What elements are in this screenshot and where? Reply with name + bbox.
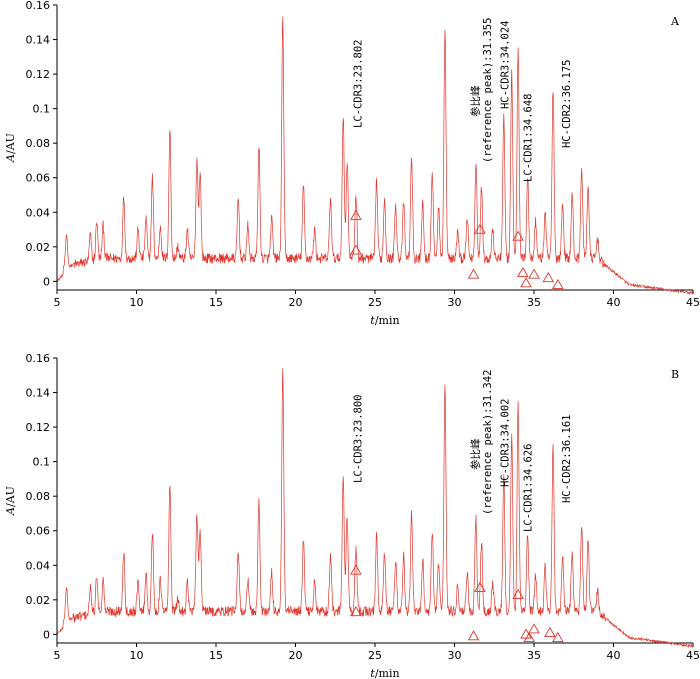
- x-tick-label: 45: [686, 296, 700, 309]
- peak-annotation: 参比峰: [469, 85, 482, 117]
- y-tick-label: 0.14: [26, 34, 51, 47]
- peak-marker-triangle: [467, 630, 480, 641]
- y-tick-label: 0: [43, 628, 50, 641]
- peak-marker-triangle: [517, 266, 529, 277]
- peak-marker-triangle: [350, 244, 362, 255]
- x-tick-label: 40: [607, 296, 621, 309]
- x-tick-label: 30: [448, 296, 462, 309]
- y-tick-label: 0.08: [26, 490, 51, 503]
- x-tick-label: 10: [130, 649, 144, 662]
- panel-letter: B: [671, 368, 679, 381]
- peak-annotation: LC-CDR1:34.648: [523, 93, 535, 182]
- peak-annotation: (reference peak):31.342: [482, 370, 494, 515]
- panel-letter: A: [670, 15, 680, 28]
- x-axis-title: t/min: [370, 314, 399, 327]
- y-tick-label: 0.04: [26, 559, 51, 572]
- peak-marker-triangle: [350, 564, 362, 575]
- y-tick-label: 0.14: [26, 387, 51, 400]
- peak-marker-triangle: [474, 223, 486, 234]
- peak-marker-triangle: [512, 588, 524, 599]
- y-tick-label: 0.08: [26, 137, 51, 150]
- peak-annotation: LC-CDR1:34.626: [523, 443, 535, 532]
- chart-panel-b: 0 0.02 0.04 0.06 0.08 0.1 0.12 0.14 0.16 5 10 15 20 2…: [4, 352, 700, 679]
- y-tick-label: 0.16: [26, 0, 51, 12]
- y-tick-label: 0.12: [26, 68, 51, 81]
- x-tick-label: 10: [130, 296, 144, 309]
- peak-annotation: HC-CDR3:34.024: [500, 20, 512, 109]
- peak-marker-triangle: [350, 209, 362, 220]
- y-tick-label: 0.04: [26, 206, 51, 219]
- peak-marker-triangle: [512, 230, 524, 241]
- y-tick-label: 0.12: [26, 421, 51, 434]
- x-tick-label: 5: [54, 296, 61, 309]
- y-tick-label: 0.16: [26, 352, 51, 365]
- peak-annotation: LC-CDR3:23.802: [352, 39, 364, 128]
- y-tick-label: 0.02: [26, 241, 51, 254]
- y-tick-label: 0.1: [33, 103, 51, 116]
- peak-marker-triangle: [467, 268, 480, 279]
- peak-annotation: HC-CDR2:36.175: [561, 59, 573, 148]
- chart-panel-a: 0 0.02 0.04 0.06 0.08 0.1 0.12 0.14 0.16 5 10 15 20 2…: [4, 0, 700, 327]
- chromatogram-trace: [56, 368, 694, 649]
- peak-annotation: 参比峰: [469, 438, 482, 470]
- x-tick-label: 20: [289, 649, 303, 662]
- peak-annotation: LC-CDR3:23.800: [352, 394, 364, 483]
- y-tick-label: 0.1: [33, 456, 51, 469]
- x-tick-label: 20: [289, 296, 303, 309]
- peak-marker-triangle: [544, 626, 556, 637]
- y-axis-title: A/AU: [4, 486, 17, 516]
- y-tick-label: 0.06: [26, 172, 51, 185]
- x-tick-label: 40: [607, 649, 621, 662]
- y-axis-title: A/AU: [4, 133, 17, 163]
- y-tick-label: 0.06: [26, 525, 51, 538]
- peak-marker-triangle: [542, 272, 555, 283]
- y-tick-label: 0.02: [26, 594, 51, 607]
- peak-annotation: HC-CDR2:36.161: [561, 414, 573, 503]
- peak-marker-triangle: [552, 631, 564, 643]
- y-tick-label: 0: [43, 275, 50, 288]
- chromatogram-trace: [56, 16, 694, 295]
- x-tick-label: 30: [448, 649, 462, 662]
- x-tick-label: 35: [527, 649, 541, 662]
- peak-marker-triangle: [552, 278, 564, 290]
- x-tick-label: 35: [527, 296, 541, 309]
- peak-marker-triangle: [520, 277, 532, 288]
- x-tick-label: 25: [368, 649, 382, 662]
- peak-marker-triangle: [350, 606, 362, 617]
- peak-marker-triangle: [474, 581, 486, 592]
- peak-marker-triangle: [528, 623, 540, 634]
- x-tick-label: 5: [54, 649, 61, 662]
- x-tick-label: 15: [209, 296, 223, 309]
- peak-marker-triangle: [523, 631, 536, 643]
- x-tick-label: 25: [368, 296, 382, 309]
- peak-annotation: (reference peak):31.355: [482, 18, 494, 163]
- x-tick-label: 15: [209, 649, 223, 662]
- peak-annotation: HC-CDR3:34.002: [500, 398, 512, 487]
- x-tick-label: 45: [686, 649, 700, 662]
- peak-marker-triangle: [528, 268, 540, 279]
- x-axis-title: t/min: [370, 667, 399, 679]
